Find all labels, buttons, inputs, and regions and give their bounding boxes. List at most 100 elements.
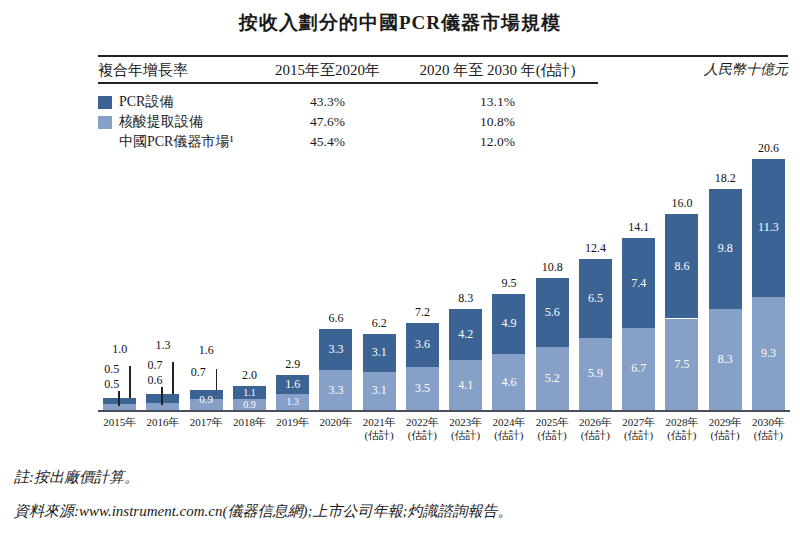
x-axis-label-note: (估計) bbox=[571, 429, 620, 442]
leader-line-dark bbox=[172, 362, 174, 394]
bar-total-label: 6.6 bbox=[319, 311, 352, 326]
x-axis-label: 2029年(估計) bbox=[701, 416, 750, 442]
legend-table: PCR設備 43.3% 13.1% 核酸提取設備 47.6% 10.8% 中國P… bbox=[98, 92, 788, 152]
unit-label: 人民幣十億元 bbox=[595, 61, 788, 80]
nucleic-cagr-2015-2020: 47.6% bbox=[255, 114, 400, 130]
legend-row-pcr: PCR設備 43.3% 13.1% bbox=[98, 92, 788, 112]
segment-value-label-pcr: 6.5 bbox=[579, 259, 612, 338]
top-rule bbox=[98, 55, 788, 57]
document-page: 按收入劃分的中國PCR儀器市場規模 複合年增長率 2015年至2020年 202… bbox=[0, 0, 800, 534]
bar-segment-nucleic bbox=[146, 403, 179, 410]
x-axis-label-note: (估計) bbox=[744, 429, 793, 442]
x-axis-label: 2020年 bbox=[311, 416, 360, 429]
pcr-series-swatch-icon bbox=[98, 96, 112, 109]
legend-label-total-market: 中國PCR儀器市場¹ bbox=[119, 133, 234, 151]
segment-value-label-pcr: 1.6 bbox=[276, 375, 309, 395]
bar-total-label: 2.0 bbox=[233, 368, 266, 383]
bar-total-label: 14.1 bbox=[622, 220, 655, 235]
bar-total-label: 16.0 bbox=[665, 196, 698, 211]
segment-value-label-nucleic: 3.5 bbox=[406, 367, 439, 410]
x-axis-label: 2021年(估計) bbox=[355, 416, 404, 442]
x-axis-label: 2024年(估計) bbox=[484, 416, 533, 442]
bar-total-label: 6.2 bbox=[363, 316, 396, 331]
segment-value-label-nucleic: 1.3 bbox=[276, 394, 309, 410]
segment-value-label-nucleic: 4.6 bbox=[492, 354, 525, 410]
x-axis-label-note: (估計) bbox=[484, 429, 533, 442]
bar-total-label: 1.0 bbox=[103, 342, 136, 357]
x-axis-label-note: (估計) bbox=[398, 429, 447, 442]
segment-value-label-pcr: 4.2 bbox=[449, 309, 482, 360]
segment-value-label-pcr: 3.6 bbox=[406, 323, 439, 367]
bar-total-label: 10.8 bbox=[536, 260, 569, 275]
segment-value-label-nucleic: 6.7 bbox=[622, 328, 655, 410]
chart-title: 按收入劃分的中國PCR儀器市場規模 bbox=[0, 10, 800, 36]
leader-line-light bbox=[161, 387, 163, 405]
footnote: 註:按出廠價計算。 bbox=[14, 468, 139, 487]
bar-total-label: 1.3 bbox=[146, 338, 179, 353]
leader-line-dark bbox=[216, 369, 218, 390]
x-axis-label: 2017年 bbox=[182, 416, 231, 429]
bar-total-label: 2.9 bbox=[276, 357, 309, 372]
cagr-header-period1: 2015年至2020年 bbox=[255, 61, 400, 80]
segment-value-label-nucleic: 4.1 bbox=[449, 360, 482, 410]
legend-row-nucleic: 核酸提取設備 47.6% 10.8% bbox=[98, 112, 788, 132]
empty-swatch bbox=[98, 136, 112, 149]
x-axis-label: 2030年(估計) bbox=[744, 416, 793, 442]
x-axis-label: 2023年(估計) bbox=[441, 416, 490, 442]
segment-value-label-nucleic: 8.3 bbox=[709, 309, 742, 410]
segment-value-label-pcr: 4.9 bbox=[492, 294, 525, 354]
x-axis-label: 2027年(估計) bbox=[614, 416, 663, 442]
segment-value-label-pcr: 1.1 bbox=[233, 386, 266, 399]
x-axis-label-note: (估計) bbox=[614, 429, 663, 442]
bar-segment-pcr bbox=[146, 394, 179, 403]
bar-total-label: 20.6 bbox=[752, 141, 785, 156]
x-axis-label: 2018年 bbox=[225, 416, 274, 429]
segment-value-label-nucleic: 0.9 bbox=[190, 390, 223, 410]
segment-value-label-pcr: 8.6 bbox=[665, 214, 698, 319]
x-axis-line bbox=[98, 410, 790, 412]
bar-segment-nucleic bbox=[103, 404, 136, 410]
segment-value-label-pcr: 0.7 bbox=[147, 358, 162, 373]
segment-value-label-pcr: 9.8 bbox=[709, 189, 742, 309]
segment-value-label-nucleic: 3.3 bbox=[319, 370, 352, 410]
segment-value-label-pcr: 5.6 bbox=[536, 278, 569, 346]
source-note: 資料來源:www.instrument.com.cn(儀器信息網);上市公司年報… bbox=[14, 502, 512, 521]
cagr-table-header: 複合年增長率 2015年至2020年 2020 年至 2030 年(估計) 人民… bbox=[98, 61, 788, 80]
segment-value-label-nucleic: 0.5 bbox=[104, 377, 119, 392]
leader-line-dark bbox=[129, 366, 131, 398]
nucleic-series-swatch-icon bbox=[98, 116, 112, 129]
segment-value-label-pcr: 0.7 bbox=[191, 365, 206, 380]
x-axis-label: 2019年 bbox=[268, 416, 317, 429]
total-market-cagr-2020-2030: 12.0% bbox=[400, 134, 595, 150]
bar-total-label: 7.2 bbox=[406, 305, 439, 320]
segment-value-label-pcr: 3.3 bbox=[319, 329, 352, 369]
total-market-cagr-2015-2020: 45.4% bbox=[255, 134, 400, 150]
cagr-header-label: 複合年增長率 bbox=[98, 61, 255, 80]
x-axis-label: 2028年(估計) bbox=[657, 416, 706, 442]
segment-value-label-pcr: 0.5 bbox=[104, 362, 119, 377]
x-axis-label: 2016年 bbox=[138, 416, 187, 429]
segment-value-label-nucleic: 3.1 bbox=[363, 372, 396, 410]
segment-value-label-nucleic: 0.9 bbox=[233, 399, 266, 410]
x-axis-label: 2025年(估計) bbox=[528, 416, 577, 442]
nucleic-cagr-2020-2030: 10.8% bbox=[400, 114, 595, 130]
stacked-bar-chart: 1.00.50.52015年1.30.70.62016年1.60.70.9201… bbox=[98, 150, 790, 412]
header-divider-rule bbox=[98, 82, 598, 84]
x-axis-label: 2026年(估計) bbox=[571, 416, 620, 442]
x-axis-label: 2015年 bbox=[95, 416, 144, 429]
segment-value-label-nucleic: 5.9 bbox=[579, 338, 612, 410]
x-axis-label: 2022年(估計) bbox=[398, 416, 447, 442]
bar-total-label: 8.3 bbox=[449, 291, 482, 306]
x-axis-label-note: (估計) bbox=[441, 429, 490, 442]
pcr-cagr-2020-2030: 13.1% bbox=[400, 94, 595, 110]
pcr-cagr-2015-2020: 43.3% bbox=[255, 94, 400, 110]
x-axis-label-note: (估計) bbox=[355, 429, 404, 442]
cagr-header-period2: 2020 年至 2030 年(估計) bbox=[400, 61, 595, 80]
bar-total-label: 18.2 bbox=[709, 171, 742, 186]
segment-value-label-pcr: 3.1 bbox=[363, 334, 396, 372]
x-axis-label-note: (估計) bbox=[657, 429, 706, 442]
segment-value-label-nucleic: 9.3 bbox=[752, 297, 785, 410]
x-axis-label-note: (估計) bbox=[701, 429, 750, 442]
x-axis-label-note: (估計) bbox=[528, 429, 577, 442]
legend-label-nucleic: 核酸提取設備 bbox=[119, 113, 203, 131]
